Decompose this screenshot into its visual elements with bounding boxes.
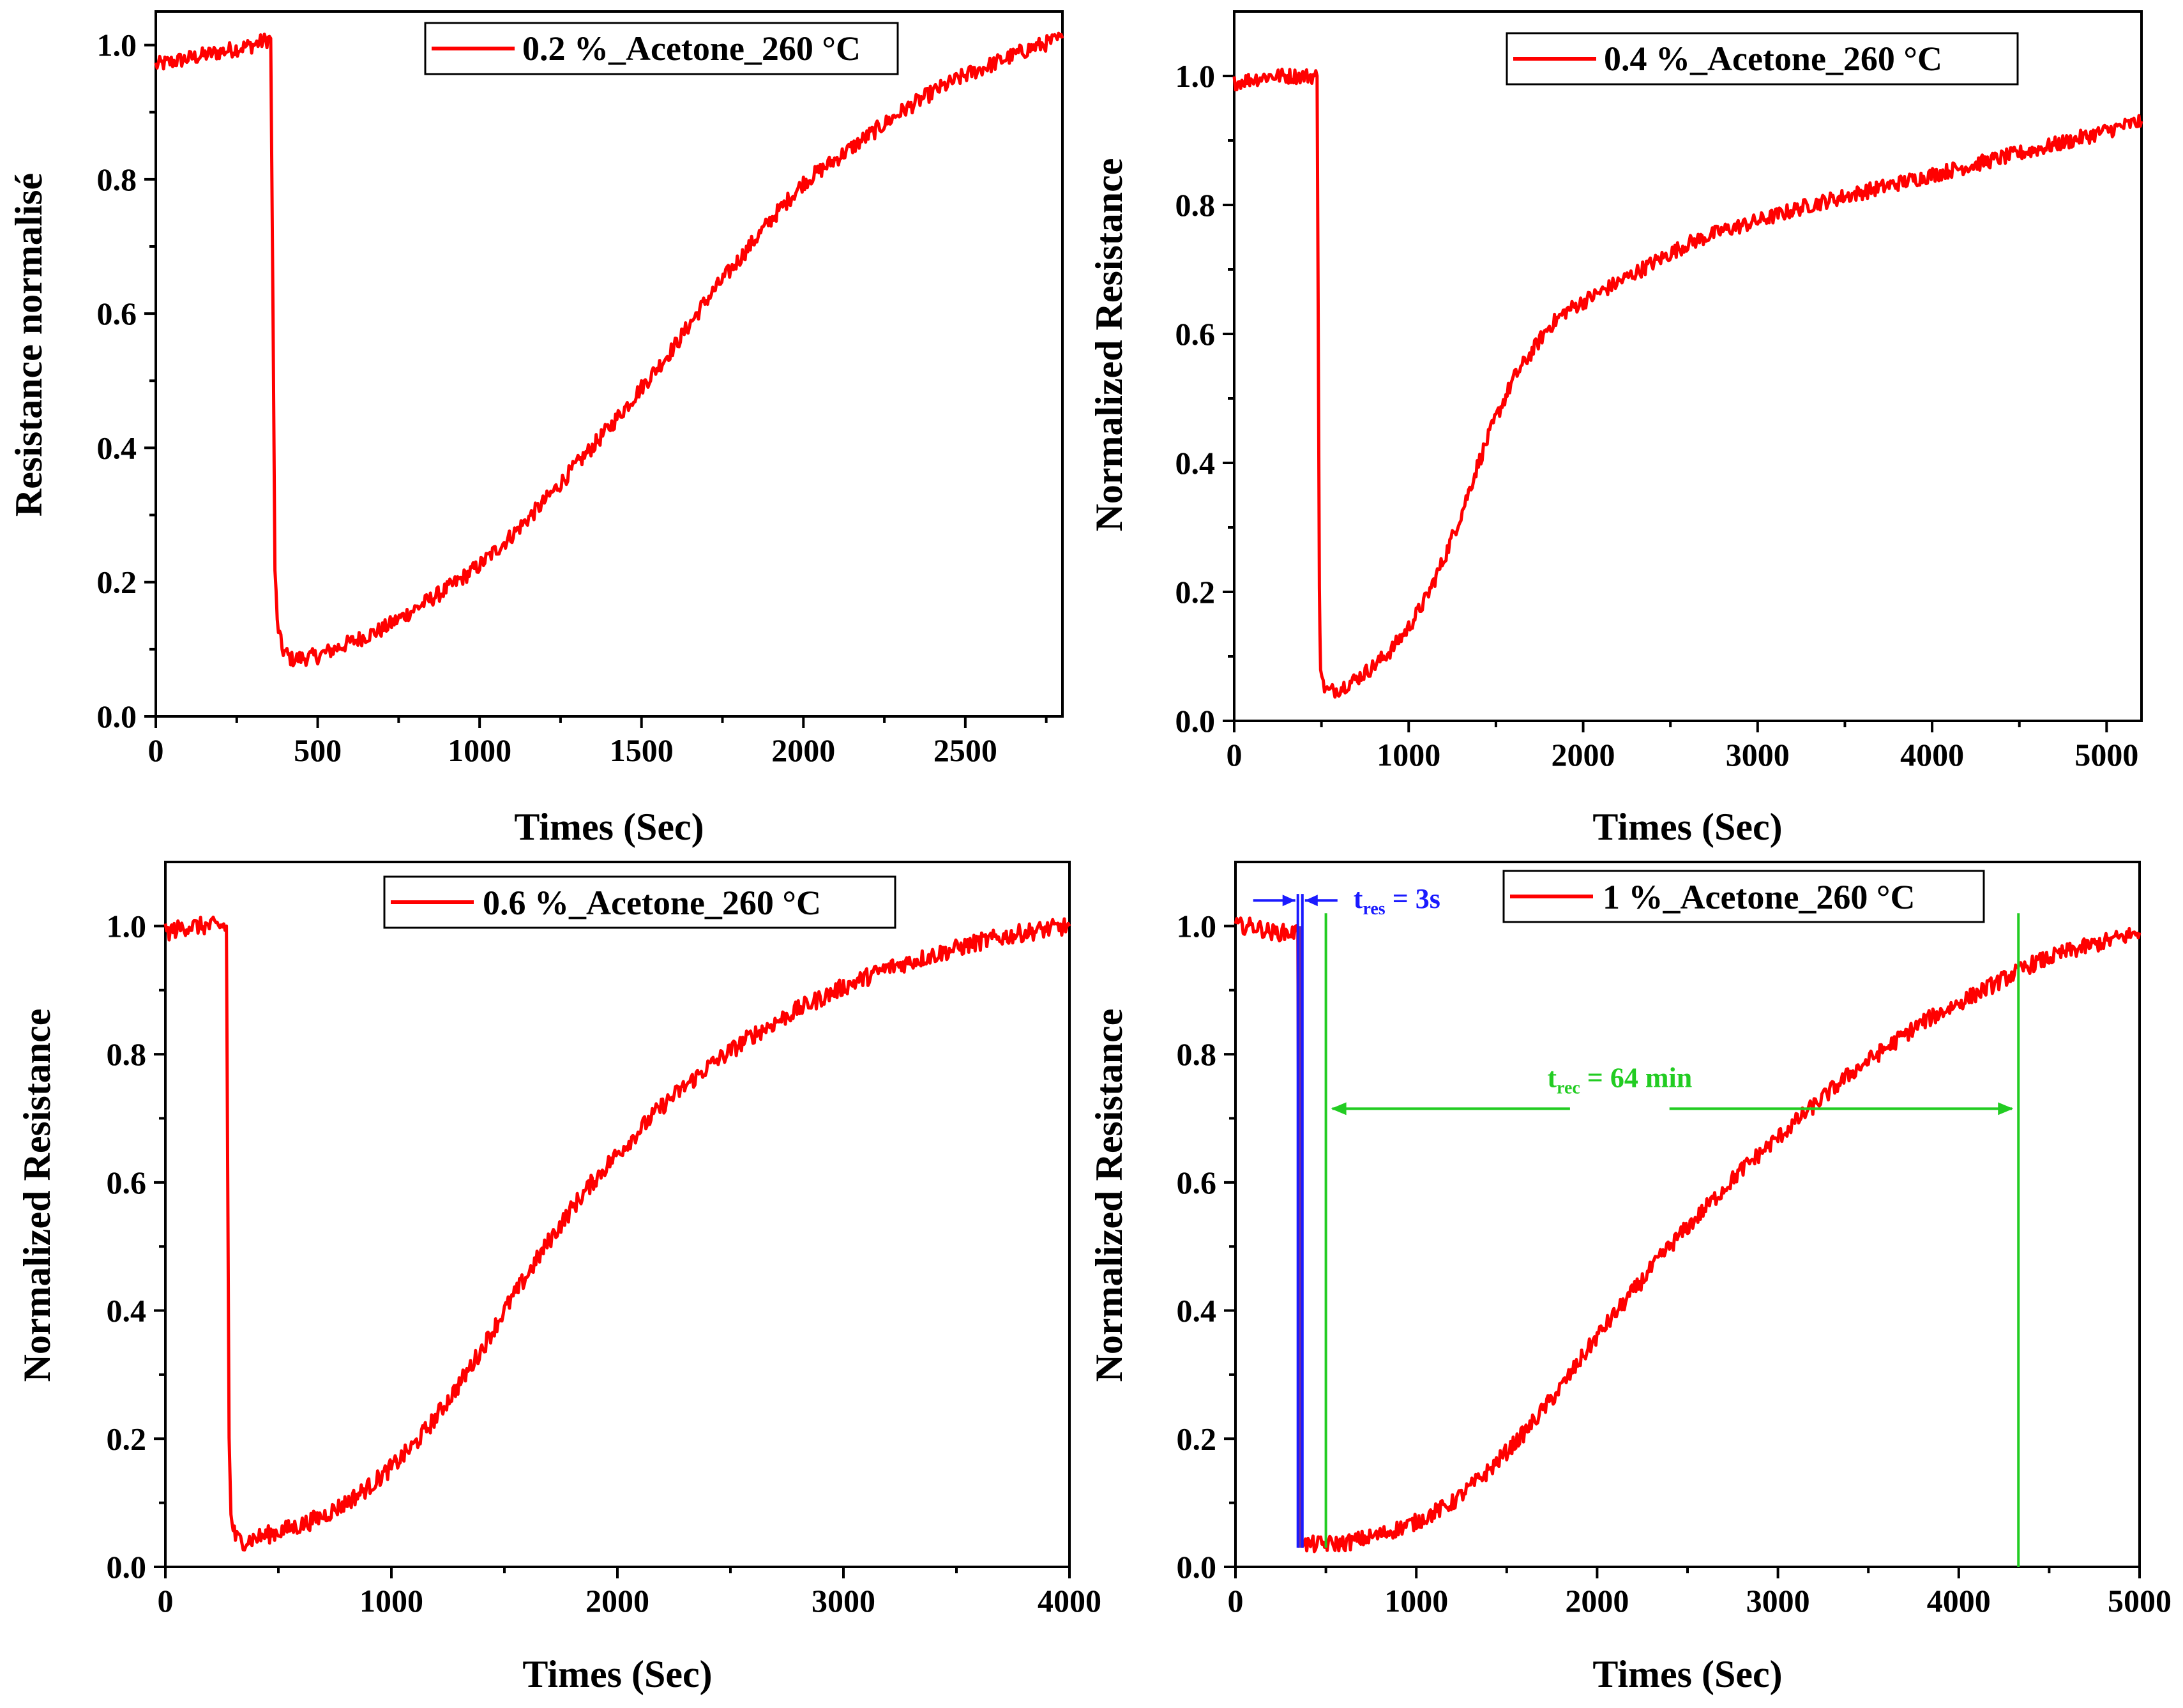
x-tick-label: 2500	[933, 732, 997, 768]
y-tick-label: 0.0	[97, 699, 137, 734]
axis-ticks: 0 1000 2000 3000 4000 5000 0.0 0.2 0.4 0.6 0.8 1.0	[1177, 908, 2172, 1619]
axis-ticks: 0 500 1000 1500 2000 2500 0.0 0.2 0.4 0.6 0.8 1.0	[97, 27, 1048, 768]
panel-bottom-left: 0 1000 2000 3000 4000 0.0 0.2 0.4 0.6 0.8 1.0 0.6 …	[16, 861, 1102, 1695]
x-tick-label: 1500	[610, 732, 674, 768]
x-tick-label: 5000	[2074, 737, 2138, 773]
y-tick-label: 1.0	[1175, 58, 1216, 94]
x-tick-label: 2000	[585, 1583, 649, 1619]
x-tick-label: 5000	[2108, 1583, 2172, 1619]
plot-frame	[155, 10, 1064, 718]
y-tick-label: 0.4	[97, 430, 137, 465]
y-tick-label: 0.8	[1177, 1036, 1217, 1072]
series-line	[1232, 67, 2143, 699]
y-tick-label: 0.6	[107, 1165, 147, 1200]
y-axis-title: Normalized Resistance	[16, 1009, 58, 1382]
y-tick-label: 1.0	[97, 27, 137, 63]
axis-ticks: 0 1000 2000 3000 4000 0.0 0.2 0.4 0.6 0.8 1.0	[107, 908, 1102, 1619]
y-tick-label: 0.2	[1175, 574, 1216, 610]
response-time-label: tres = 3s	[1354, 883, 1440, 919]
y-tick-label: 0.0	[107, 1549, 147, 1585]
recovery-time-label: trec = 64 min	[1547, 1062, 1692, 1098]
x-tick-label: 0	[1227, 737, 1243, 773]
x-tick-label: 4000	[1038, 1583, 1101, 1619]
series-line	[154, 31, 1064, 668]
y-axis-title: Normalized Resistance	[1088, 1009, 1130, 1382]
legend: 0.4 %_Acetone_260 °C	[1506, 32, 2019, 86]
x-tick-label: 0	[1228, 1583, 1244, 1619]
legend-label: 1 %_Acetone_260 °C	[1603, 878, 1915, 916]
x-axis-title: Times (Sec)	[522, 1653, 712, 1695]
x-tick-label: 3000	[812, 1583, 875, 1619]
y-tick-label: 0.2	[97, 564, 137, 600]
x-tick-label: 4000	[1927, 1583, 1991, 1619]
y-tick-label: 0.2	[1177, 1421, 1217, 1456]
y-tick-label: 0.2	[107, 1421, 147, 1456]
x-tick-label: 0	[158, 1583, 174, 1619]
series-line	[163, 916, 1071, 1552]
response-arrowhead	[1304, 895, 1318, 907]
x-tick-label: 2000	[1565, 1583, 1629, 1619]
y-tick-label: 0.8	[107, 1036, 147, 1072]
x-tick-label: 1000	[448, 732, 511, 768]
annotations: tres = 3s trec = 64 min	[1253, 883, 2020, 1567]
x-tick-label: 2000	[771, 732, 835, 768]
plot-frame	[1234, 861, 2141, 1568]
x-tick-label: 0	[148, 732, 164, 768]
y-tick-label: 1.0	[107, 908, 147, 944]
series-layer	[1234, 916, 2141, 1553]
y-tick-label: 0.6	[97, 296, 137, 331]
legend: 0.2 %_Acetone_260 °C	[424, 22, 899, 75]
response-arrowhead	[1282, 895, 1295, 907]
panel-top-right: 0 1000 2000 3000 4000 50000.00.20.40.60.81.0 …	[1088, 10, 2143, 848]
legend-label: 0.4 %_Acetone_260 °C	[1604, 40, 1942, 78]
response-time-band	[1297, 926, 1303, 1548]
y-tick-label: 0.8	[1175, 187, 1216, 223]
x-tick-label: 500	[294, 732, 342, 768]
y-tick-label: 0.4	[1175, 445, 1216, 481]
legend-label: 0.2 %_Acetone_260 °C	[522, 29, 861, 68]
y-tick-label: 0.0	[1177, 1549, 1217, 1585]
plot-frame	[1233, 10, 2143, 722]
x-tick-label: 2000	[1552, 737, 1615, 773]
x-axis-title: Times (Sec)	[1592, 1653, 1782, 1695]
axis-ticks: 0 1000 2000 3000 4000 5000 0.0 0.2 0.4 0.6 0.8 1.0	[1175, 58, 2139, 773]
y-tick-label: 0.6	[1177, 1165, 1217, 1200]
y-tick-label: 0.4	[1177, 1293, 1217, 1329]
recovery-arrowhead	[1331, 1102, 1347, 1115]
x-tick-label: 1000	[359, 1583, 423, 1619]
y-tick-label: 0.0	[1175, 703, 1216, 739]
x-tick-label: 3000	[1746, 1583, 1810, 1619]
y-tick-label: 1.0	[1177, 908, 1217, 944]
y-axis-title: Resistance normalisé	[8, 173, 50, 517]
legend: 1 %_Acetone_260 °C	[1502, 870, 1985, 923]
x-tick-label: 1000	[1377, 737, 1440, 773]
legend-label: 0.6 %_Acetone_260 °C	[483, 884, 821, 922]
y-tick-label: 0.6	[1175, 316, 1216, 352]
y-axis-title: Normalized Resistance	[1088, 158, 1130, 532]
x-tick-label: 3000	[1726, 737, 1790, 773]
recovery-arrowhead	[1998, 1102, 2014, 1115]
legend: 0.6 %_Acetone_260 °C	[383, 875, 896, 929]
panel-bottom-right: 0 1000 2000 3000 4000 50000.00.20.40.60.81.0 …	[1088, 861, 2172, 1695]
x-tick-label: 4000	[1900, 737, 1964, 773]
x-axis-title: Times (Sec)	[1592, 806, 1782, 848]
series-line	[1234, 916, 2141, 1553]
series-layer	[154, 31, 1064, 668]
panel-top-left: 0 500 1000 1500 2000 2500 0.0 0.2 0.4 0.6 0.8 1.0 0…	[8, 10, 1064, 848]
x-tick-label: 1000	[1384, 1583, 1448, 1619]
y-tick-label: 0.8	[97, 162, 137, 197]
series-layer	[163, 916, 1071, 1552]
y-tick-label: 0.4	[107, 1293, 147, 1329]
plot-frame	[164, 861, 1071, 1568]
series-layer	[1232, 67, 2143, 699]
x-axis-title: Times (Sec)	[514, 806, 704, 848]
